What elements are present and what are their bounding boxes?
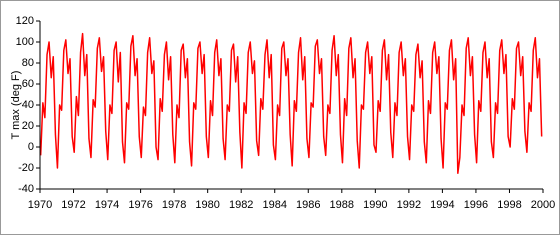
data-line — [39, 32, 543, 174]
page: T max (deg F) -40 -20 0 20 40 60 80 100 120 1970 1… — [0, 0, 560, 235]
x-tick-label: 1996 — [464, 199, 488, 211]
x-tick-label: 1980 — [195, 199, 219, 211]
x-tick-label: 1976 — [128, 199, 152, 211]
y-tick-label: -40 — [18, 183, 34, 195]
x-tick-label: 1990 — [363, 199, 387, 211]
chart-frame — [0, 0, 560, 235]
y-tick-label: 80 — [22, 57, 34, 69]
y-tick-label: 40 — [22, 99, 34, 111]
x-tick-label: 1988 — [330, 199, 354, 211]
y-axis-label: T max (deg F) — [10, 71, 22, 140]
x-tick-label: 1972 — [61, 199, 85, 211]
x-tick-label: 1998 — [497, 199, 521, 211]
x-tick-label: 1994 — [430, 199, 454, 211]
x-tick-label: 1992 — [397, 199, 421, 211]
x-tick-label: 1986 — [296, 199, 320, 211]
x-tick-label: 1974 — [95, 199, 119, 211]
chart: T max (deg F) -40 -20 0 20 40 60 80 100 120 1970 1… — [0, 0, 560, 235]
x-tick-label: 2000 — [531, 199, 555, 211]
y-tick-label: 0 — [28, 141, 34, 153]
y-tick-label: 100 — [16, 36, 34, 48]
y-tick-label: -20 — [18, 162, 34, 174]
x-tick-label: 1978 — [162, 199, 186, 211]
y-tick-label: 120 — [16, 15, 34, 27]
y-tick-label: 20 — [22, 120, 34, 132]
y-tick-label: 60 — [22, 78, 34, 90]
x-tick-label: 1970 — [28, 199, 52, 211]
x-tick-label: 1984 — [262, 199, 286, 211]
x-tick-label: 1982 — [229, 199, 253, 211]
